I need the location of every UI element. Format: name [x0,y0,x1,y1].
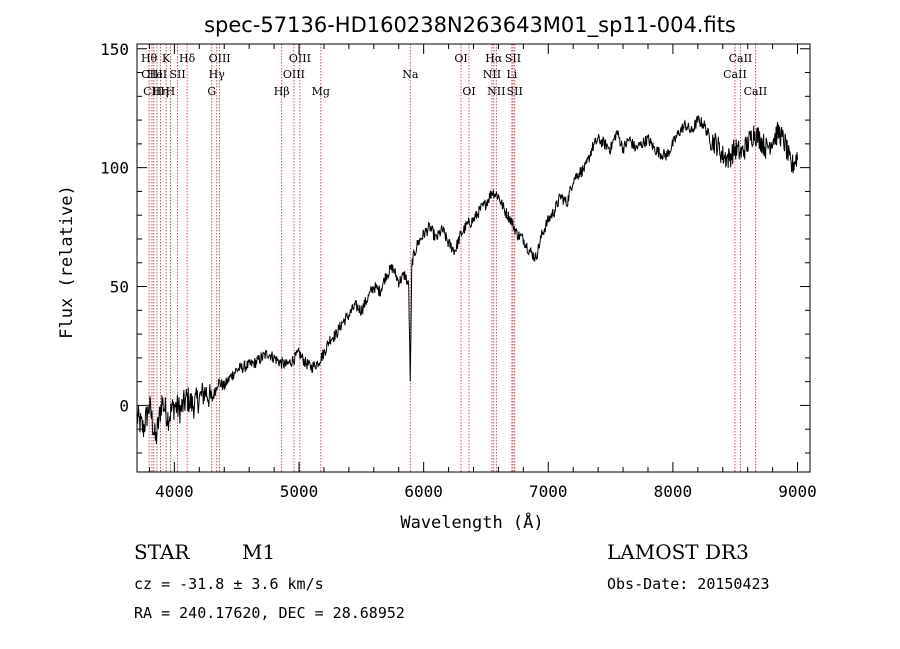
y-axis: 0 50 100 150 [100,40,810,454]
x-tick-label: 8000 [654,482,693,501]
spectral-line-label: K [162,52,171,65]
spectrum-chart: spec-57136-HD160238N263643M01_sp11-004.f… [57,13,817,533]
spectral-line-label: NII [487,85,505,98]
spectral-line-label: OI [454,52,467,65]
spectral-line-label: NII [483,68,501,81]
spectral-line-label: OIII [283,68,305,81]
spectral-line-label: OIII [209,52,231,65]
spectral-line-label: OIII [289,52,311,65]
spectral-line-label: SII [507,85,523,98]
spectrum-line [137,115,798,445]
spectral-line-label: H [166,85,176,98]
spectral-line-label: Hδ [179,52,196,65]
spectral-line-label: Hα [485,52,503,65]
plot-frame [136,43,811,473]
x-tick-label: 7000 [529,482,568,501]
spectral-line-label: CIII [143,85,164,98]
object-class: STAR [134,540,190,564]
y-tick-label: 0 [119,396,129,415]
spectral-line-label: CaII [744,85,768,98]
spectral-line-label: Hβ [274,85,290,98]
spectrum-series [137,115,798,445]
spectral-line-labels: HθCIIICIIIHeIHηKHSIIHδGHγOIIIHβOIIIOIIIM… [141,52,767,98]
object-subclass: M1 [242,540,276,564]
y-tick-label: 150 [100,40,129,59]
spectral-line-label: Na [402,68,419,81]
survey-name: LAMOST DR3 [607,540,749,564]
spectral-line-label: Hθ [141,52,158,65]
spectral-line-label: Hγ [209,68,226,81]
x-tick-label: 4000 [155,482,194,501]
observation-date: Obs-Date: 20150423 [607,575,770,593]
spectral-line-markers [148,44,756,472]
spectral-line-label: Mg [312,85,330,98]
spectral-line-label: Hη [152,85,168,98]
redshift-value: cz = -31.8 ± 3.6 km/s [134,575,324,593]
chart-title: spec-57136-HD160238N263643M01_sp11-004.f… [204,13,736,38]
spectral-line-label: CIII [141,68,162,81]
spectral-line-label: CaII [729,52,753,65]
spectral-line-label: SII [170,68,186,81]
x-tick-label: 6000 [404,482,443,501]
x-axis: 4000 5000 6000 7000 8000 9000 [148,44,817,501]
y-axis-label: Flux (relative) [57,185,77,339]
spectral-line-label: Li [506,68,517,81]
x-axis-label: Wavelength (Å) [400,511,543,533]
spectral-line-label: OI [462,85,475,98]
x-tick-label: 5000 [280,482,319,501]
coordinates: RA = 240.17620, DEC = 28.68952 [134,604,405,622]
y-tick-label: 100 [100,159,129,178]
spectral-line-label: HeI [147,68,167,81]
spectral-line-label: SII [505,52,521,65]
y-tick-label: 50 [110,278,129,297]
spectral-line-label: G [207,85,216,98]
spectral-line-label: CaII [723,68,747,81]
x-tick-label: 9000 [778,482,817,501]
